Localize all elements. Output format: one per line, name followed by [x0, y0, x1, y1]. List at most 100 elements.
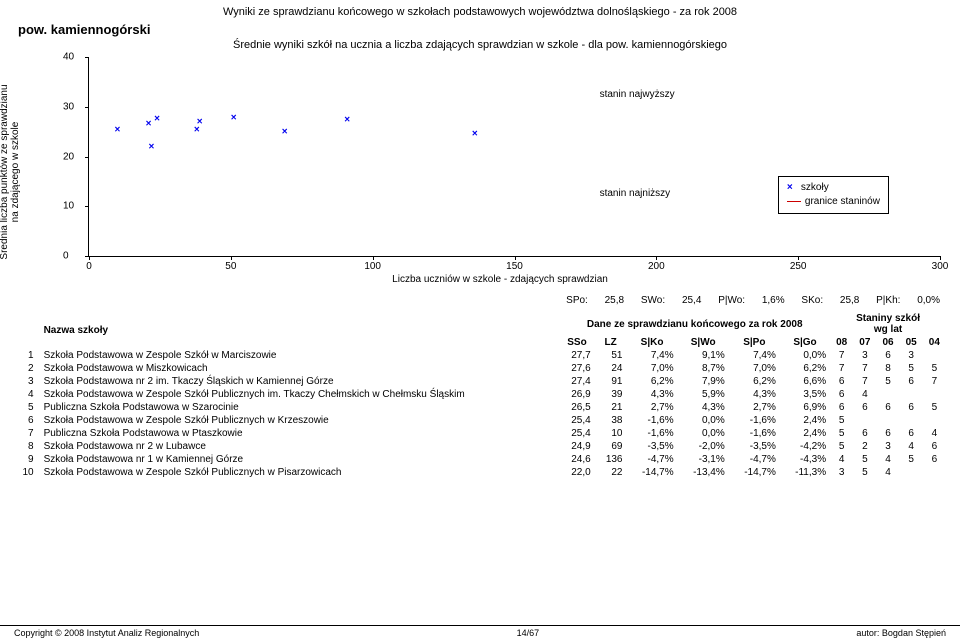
cell: -3,5%	[627, 440, 678, 453]
stanine-cell: 5	[900, 453, 923, 466]
table-row: 1Szkoła Podstawowa w Zespole Szkół w Mar…	[14, 349, 946, 362]
cell: 7,0%	[729, 362, 780, 375]
cell: 9,1%	[678, 349, 729, 362]
cell: 6,2%	[729, 375, 780, 388]
stanine-cell: 3	[853, 349, 876, 362]
cell: -4,7%	[729, 453, 780, 466]
cell: 6	[14, 414, 40, 427]
data-point: ×	[154, 113, 160, 124]
stanine-cell: 5	[830, 440, 853, 453]
xtick: 0	[86, 261, 92, 272]
cell: Szkoła Podstawowa w Zespole Szkół w Marc…	[40, 349, 560, 362]
stanine-cell: 5	[876, 375, 899, 388]
col-head: LZ	[595, 336, 627, 349]
stat-swo: 25,4	[682, 295, 701, 306]
stanine-cell: 5	[900, 362, 923, 375]
stanine-cell: 3	[876, 440, 899, 453]
ytick: 0	[63, 251, 69, 262]
stanine-cell: 6	[876, 427, 899, 440]
cell: 2,7%	[627, 401, 678, 414]
stanine-cell: 6	[830, 388, 853, 401]
chart-legend: ×szkoły granice staninów	[778, 176, 889, 214]
cell: 26,5	[559, 401, 594, 414]
table-row: 9Szkoła Podstawowa nr 1 w Kamiennej Górz…	[14, 453, 946, 466]
col-head: S|Wo	[678, 336, 729, 349]
x-axis-label: Liczba uczniów w szkole - zdających spra…	[392, 274, 608, 285]
cell: 26,9	[559, 388, 594, 401]
cell: Publiczna Szkoła Podstawowa w Ptaszkowie	[40, 427, 560, 440]
stanine-cell: 6	[923, 453, 946, 466]
stanine-cell: 6	[853, 401, 876, 414]
stanine-cell: 3	[900, 349, 923, 362]
cell: 2,4%	[780, 414, 830, 427]
ytick: 40	[63, 52, 74, 63]
stanine-cell: 5	[830, 414, 853, 427]
cell: 39	[595, 388, 627, 401]
cell: 6,9%	[780, 401, 830, 414]
stanine-cell: 3	[830, 466, 853, 479]
stat-sko: 25,8	[840, 295, 859, 306]
data-point: ×	[146, 119, 152, 130]
cell: 22	[595, 466, 627, 479]
col-group-stanine: Staniny szkół wg lat	[830, 312, 946, 336]
stanine-cell	[900, 388, 923, 401]
annotation-high: stanin najwyższy	[600, 89, 675, 100]
cell: 21	[595, 401, 627, 414]
stanine-cell: 5	[923, 362, 946, 375]
xtick: 150	[506, 261, 523, 272]
cell: 6,2%	[780, 362, 830, 375]
cell: -2,0%	[678, 440, 729, 453]
cell: -14,7%	[729, 466, 780, 479]
cell: 8,7%	[678, 362, 729, 375]
cell: -3,5%	[729, 440, 780, 453]
stanine-cell: 2	[853, 440, 876, 453]
cell: -4,7%	[627, 453, 678, 466]
footer-author: autor: Bogdan Stępień	[856, 628, 946, 638]
table-row: 5Publiczna Szkoła Podstawowa w Szarocini…	[14, 401, 946, 414]
cell: Szkoła Podstawowa w Zespole Szkół Public…	[40, 466, 560, 479]
cell: -14,7%	[627, 466, 678, 479]
stat-pkh: 0,0%	[917, 295, 940, 306]
cell: 6,2%	[627, 375, 678, 388]
cell: -13,4%	[678, 466, 729, 479]
cell: 7,4%	[627, 349, 678, 362]
scatter-chart: Średnia liczba punktów ze sprawdzianu na…	[60, 57, 940, 287]
stanine-cell	[900, 466, 923, 479]
cell: 7,0%	[627, 362, 678, 375]
col-head-year: 06	[876, 336, 899, 349]
cell: 1	[14, 349, 40, 362]
cell: -1,6%	[729, 427, 780, 440]
cell: 69	[595, 440, 627, 453]
cell: Szkoła Podstawowa w Miszkowicach	[40, 362, 560, 375]
stat-pwo: 1,6%	[762, 295, 785, 306]
stanine-cell: 7	[923, 375, 946, 388]
cell: 27,7	[559, 349, 594, 362]
cell: 4,3%	[729, 388, 780, 401]
cell: 10	[595, 427, 627, 440]
cell: 25,4	[559, 414, 594, 427]
col-head: S|Ko	[627, 336, 678, 349]
cell: 10	[14, 466, 40, 479]
cell: 27,4	[559, 375, 594, 388]
data-point: ×	[148, 141, 154, 152]
table-row: 3Szkoła Podstawowa nr 2 im. Tkaczy Śląsk…	[14, 375, 946, 388]
cell: Szkoła Podstawowa nr 1 w Kamiennej Górze	[40, 453, 560, 466]
y-axis-label: Średnia liczba punktów ze sprawdzianu na…	[0, 62, 21, 282]
stanine-cell	[923, 349, 946, 362]
stanine-cell: 6	[876, 349, 899, 362]
cell: Szkoła Podstawowa w Zespole Szkół Public…	[40, 414, 560, 427]
stat-sko-label: SKo:	[801, 295, 823, 306]
cell: 3,5%	[780, 388, 830, 401]
cell: 24,9	[559, 440, 594, 453]
cell: 7,4%	[729, 349, 780, 362]
page-footer: Copyright © 2008 Instytut Analiz Regiona…	[0, 625, 960, 638]
cell: 2,4%	[780, 427, 830, 440]
stanine-cell: 7	[830, 362, 853, 375]
cell: 51	[595, 349, 627, 362]
table-row: 7Publiczna Szkoła Podstawowa w Ptaszkowi…	[14, 427, 946, 440]
cell: -3,1%	[678, 453, 729, 466]
stanine-cell: 8	[876, 362, 899, 375]
cell: -1,6%	[729, 414, 780, 427]
stanine-cell	[876, 414, 899, 427]
cell: 9	[14, 453, 40, 466]
